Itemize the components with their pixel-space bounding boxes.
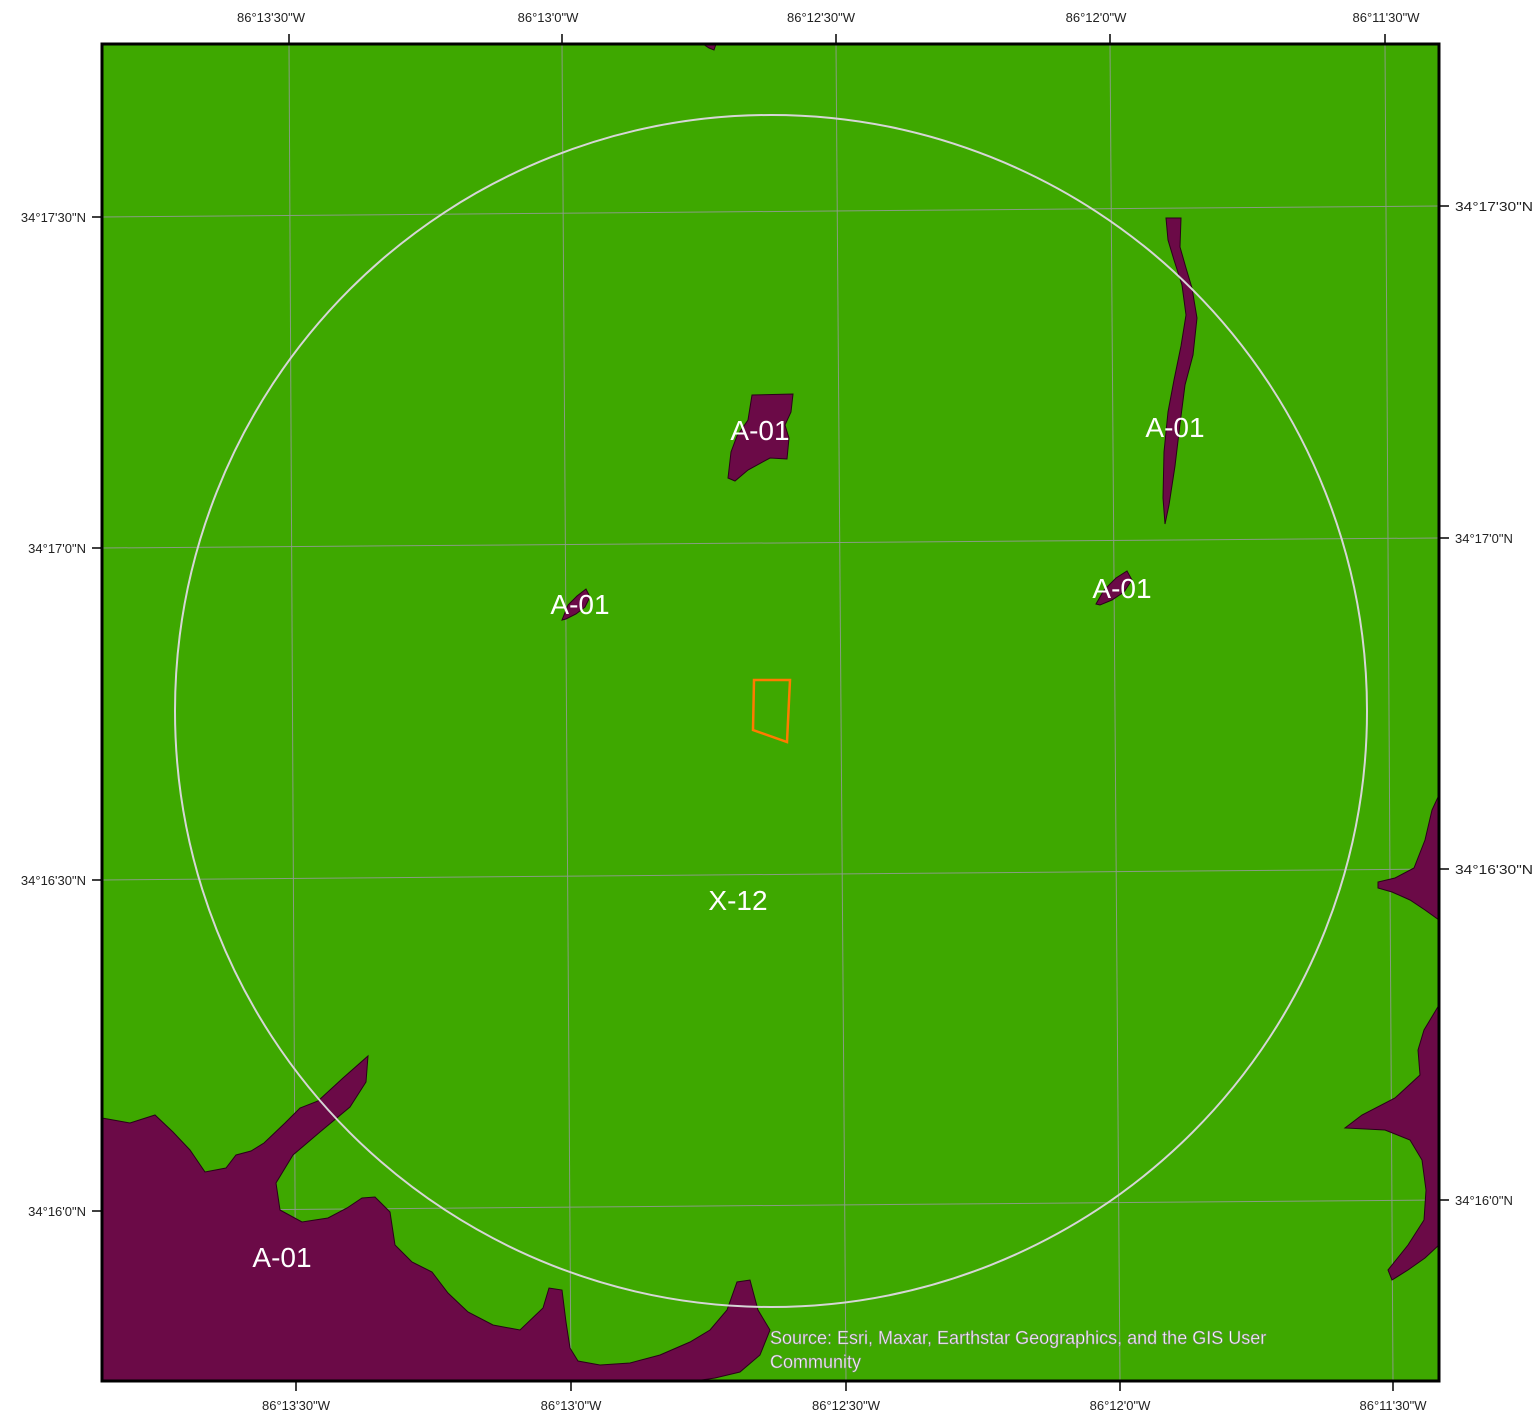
zone-a01-polygon-center [727,393,794,482]
lon-label-bottom: 86°11'30"W [1360,1398,1428,1413]
meridian-line [561,44,572,1381]
meridian-line [288,44,297,1381]
meridian-line [1384,44,1394,1381]
site-boundary [751,678,792,744]
zone-a01-polygon-west [561,588,591,621]
attribution-text: Source: Esri, Maxar, Earthstar Geographi… [770,1328,1266,1348]
graticule [102,44,1439,1381]
lon-label-bottom: 86°13'0"W [541,1398,602,1413]
lat-label-left: 34°17'30"N [21,210,86,225]
lon-label-bottom: 86°13'30"W [262,1398,331,1413]
lon-label-top: 86°12'30"W [787,10,856,25]
attribution-text: Community [770,1352,861,1372]
zone-label: X-12 [708,885,767,916]
tick-marks [92,34,1449,1391]
zone-a01-polygon-east [1095,570,1133,606]
map-content: A-01 A-01 A-01 A-01 A-01 X-12 Source: Es… [102,44,1439,1381]
map-background [102,44,1439,1381]
lat-label-left: 34°16'30"N [21,873,86,888]
lat-label-left: 34°16'0"N [28,1204,86,1219]
zone-label: A-01 [1092,573,1151,604]
parallel-line [102,868,1439,881]
lon-label-top: 86°12'0"W [1066,10,1127,25]
meridian-line [1109,44,1121,1381]
lon-label-top: 86°13'30"W [237,10,306,25]
parallel-line [102,1199,1439,1212]
meridian-line [835,44,847,1381]
zone-a01-polygon-sw [102,1054,771,1381]
buffer-circle [174,114,1368,1308]
zone-label: A-01 [550,589,609,620]
lon-label-top: 86°13'0"W [518,10,579,25]
zone-label: A-01 [1145,412,1204,443]
lon-label-top: 86°11'30"W [1353,10,1421,25]
zone-label: A-01 [252,1242,311,1273]
parallel-line [102,537,1439,549]
lat-label-right: 34°16'30"N [1455,862,1533,877]
zone-a01-polygons [102,44,1439,1381]
zone-a01-polygon-ne [1162,217,1198,525]
lon-label-bottom: 86°12'0"W [1090,1398,1151,1413]
lon-label-bottom: 86°12'30"W [812,1398,881,1413]
zone-a01-polygon-se-edge [1343,1004,1439,1281]
lat-label-left: 34°17'0"N [28,541,86,556]
zone-label: A-01 [730,415,789,446]
map-frame [100,42,1441,1383]
zone-a01-polygon-east-edge [1377,794,1439,921]
lat-label-right: 34°17'0"N [1455,531,1513,546]
lat-label-right: 34°16'0"N [1455,1193,1513,1208]
lat-label-right: 34°17'30"N [1455,199,1533,214]
parallel-line [102,205,1439,218]
